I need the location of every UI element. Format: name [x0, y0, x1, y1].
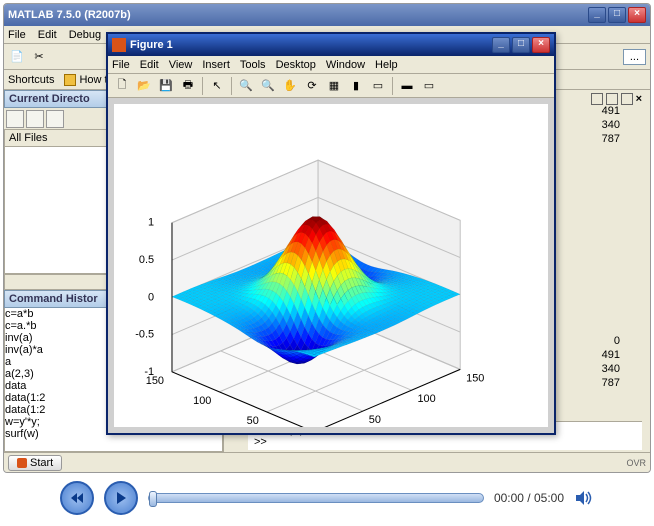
svg-text:150: 150: [466, 372, 484, 384]
val: 340: [602, 362, 620, 376]
rewind-button[interactable]: [60, 481, 94, 515]
video-player-controls: 00:00 / 05:00: [0, 476, 654, 520]
svg-text:1: 1: [148, 217, 154, 229]
fig-menu-edit[interactable]: Edit: [140, 59, 159, 71]
fig-menu-insert[interactable]: Insert: [202, 59, 230, 71]
rotate-icon[interactable]: ⟳: [302, 76, 322, 96]
figure-canvas: -1-0.500.51005050100100150150: [108, 98, 554, 433]
hide-tools-icon[interactable]: ▬: [397, 76, 417, 96]
shortcuts-label: Shortcuts: [8, 74, 54, 86]
zoom-out-icon[interactable]: 🔍: [258, 76, 278, 96]
toolbar-dots[interactable]: ...: [623, 49, 646, 65]
volume-icon[interactable]: [574, 488, 594, 508]
svg-text:100: 100: [417, 393, 435, 405]
val: 787: [602, 132, 620, 146]
val: 340: [602, 118, 620, 132]
colorbar-icon[interactable]: ▮: [346, 76, 366, 96]
time-display: 00:00 / 05:00: [494, 491, 564, 505]
folder-up-icon[interactable]: [6, 110, 24, 128]
refresh-icon[interactable]: [26, 110, 44, 128]
figure-menubar: File Edit View Insert Tools Desktop Wind…: [108, 56, 554, 74]
start-button[interactable]: Start: [8, 455, 62, 471]
menu-file[interactable]: File: [8, 29, 26, 41]
fig-menu-file[interactable]: File: [112, 59, 130, 71]
figure-icon: [112, 38, 126, 52]
fig-menu-window[interactable]: Window: [326, 59, 365, 71]
cut-icon[interactable]: ✂: [30, 48, 48, 66]
val: 491: [602, 104, 620, 118]
new-figure-icon[interactable]: 🗋: [112, 76, 132, 96]
fig-menu-desktop[interactable]: Desktop: [276, 59, 316, 71]
plot-area[interactable]: -1-0.500.51005050100100150150: [114, 104, 548, 427]
val: 491: [602, 348, 620, 362]
figure-titlebar[interactable]: Figure 1 _ □ ×: [108, 34, 554, 56]
surface-plot: -1-0.500.51005050100100150150: [114, 104, 548, 427]
howto-icon[interactable]: [64, 74, 76, 86]
progress-bar[interactable]: [148, 493, 484, 503]
menu-edit[interactable]: Edit: [38, 29, 57, 41]
workspace-values-top: 491 340 787: [602, 104, 620, 146]
matlab-maximize-button[interactable]: □: [608, 7, 626, 23]
svg-text:150: 150: [146, 375, 164, 387]
fig-menu-view[interactable]: View: [169, 59, 193, 71]
figure-title: Figure 1: [130, 39, 492, 51]
cmd-prompt: >>: [254, 436, 636, 448]
panel-close-icon[interactable]: ×: [636, 93, 642, 105]
figure-close-button[interactable]: ×: [532, 37, 550, 53]
svg-text:50: 50: [369, 414, 381, 426]
matlab-title: MATLAB 7.5.0 (R2007b): [8, 9, 588, 21]
play-button[interactable]: [104, 481, 138, 515]
menu-debug[interactable]: Debug: [69, 29, 101, 41]
open-icon[interactable]: 📂: [134, 76, 154, 96]
save-icon[interactable]: 💾: [156, 76, 176, 96]
status-bar: Start OVR: [4, 452, 650, 472]
tile-icon[interactable]: [621, 93, 633, 105]
svg-text:50: 50: [247, 415, 259, 427]
pointer-icon[interactable]: ↖: [207, 76, 227, 96]
val: 0: [602, 334, 620, 348]
show-tools-icon[interactable]: ▭: [419, 76, 439, 96]
matlab-close-button[interactable]: ×: [628, 7, 646, 23]
svg-text:0.5: 0.5: [139, 254, 154, 266]
svg-text:100: 100: [193, 395, 211, 407]
fig-menu-tools[interactable]: Tools: [240, 59, 266, 71]
svg-text:0: 0: [148, 291, 154, 303]
matlab-minimize-button[interactable]: _: [588, 7, 606, 23]
pan-icon[interactable]: ✋: [280, 76, 300, 96]
print-icon[interactable]: 🖶: [178, 76, 198, 96]
fig-menu-help[interactable]: Help: [375, 59, 398, 71]
workspace-values-bottom: 0 491 340 787: [602, 334, 620, 390]
figure-toolbar: 🗋 📂 💾 🖶 ↖ 🔍 🔍 ✋ ⟳ ▦ ▮ ▭ ▬ ▭: [108, 74, 554, 98]
val: 787: [602, 376, 620, 390]
figure-maximize-button[interactable]: □: [512, 37, 530, 53]
matlab-titlebar: MATLAB 7.5.0 (R2007b) _ □ ×: [4, 4, 650, 26]
ovr-indicator: OVR: [626, 458, 646, 468]
svg-text:-0.5: -0.5: [135, 329, 154, 341]
legend-icon[interactable]: ▭: [368, 76, 388, 96]
datacursor-icon[interactable]: ▦: [324, 76, 344, 96]
figure-minimize-button[interactable]: _: [492, 37, 510, 53]
progress-handle[interactable]: [149, 491, 157, 507]
find-icon[interactable]: [46, 110, 64, 128]
zoom-in-icon[interactable]: 🔍: [236, 76, 256, 96]
new-icon[interactable]: 📄: [8, 48, 26, 66]
figure-window[interactable]: Figure 1 _ □ × File Edit View Insert Too…: [106, 32, 556, 435]
